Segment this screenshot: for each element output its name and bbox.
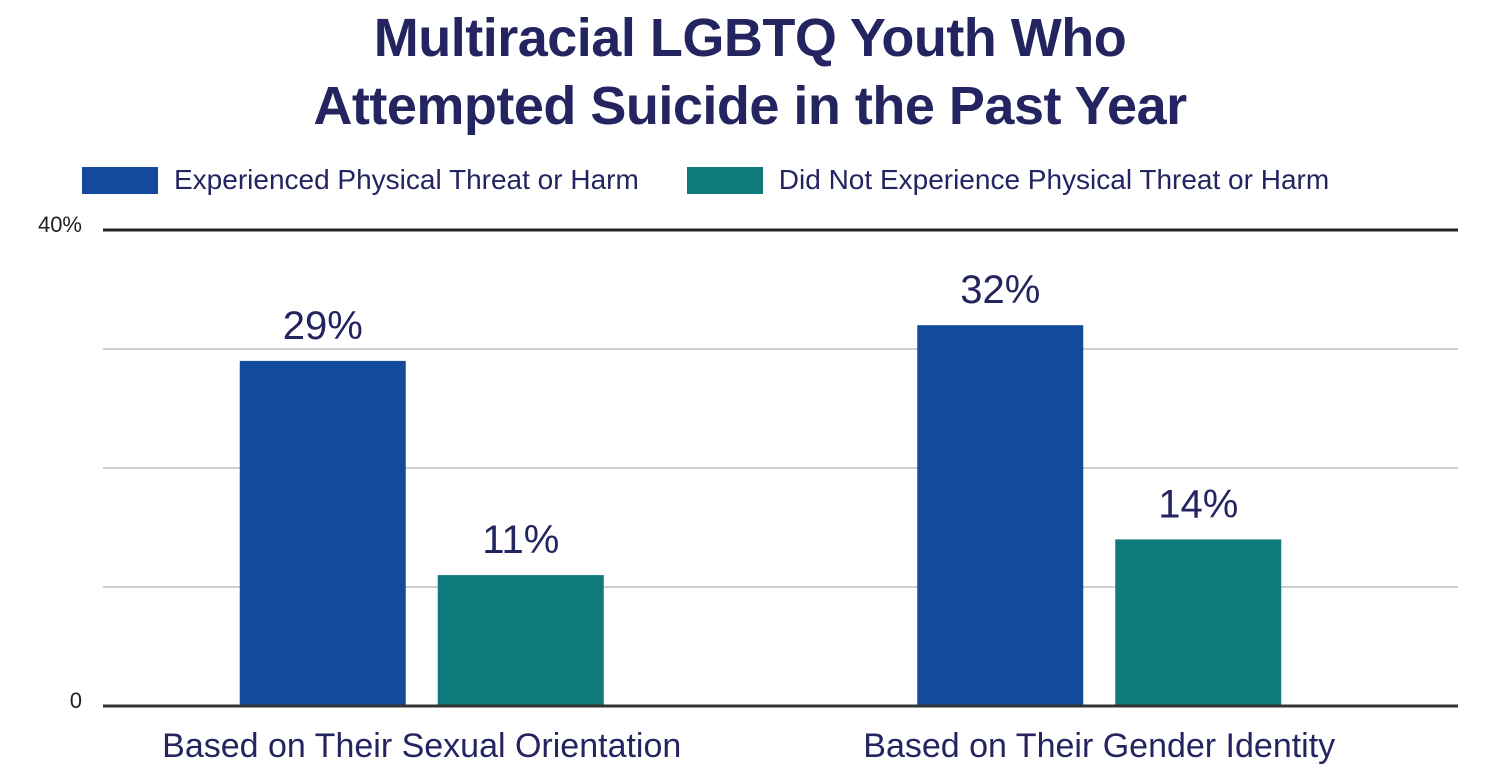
bar [1115,539,1282,706]
legend-item-not-experienced: Did Not Experience Physical Threat or Ha… [686,164,1330,196]
legend-label: Did Not Experience Physical Threat or Ha… [778,164,1330,195]
title-line-1: Multiracial LGBTQ Youth Who [373,8,1127,68]
y-tick-label: 0 [70,688,82,713]
legend-label: Experienced Physical Threat or Harm [174,164,639,195]
data-label: 32% [960,268,1040,312]
chart-title: Multiracial LGBTQ Youth Who Attempted Su… [0,4,1500,140]
data-label: 11% [482,518,559,562]
x-tick-label: Based on Their Sexual Orientation [162,727,681,765]
y-tick-label: 40% [38,212,82,237]
data-label: 29% [283,304,363,348]
legend-swatch-not-experienced [686,166,763,194]
x-tick-label: Based on Their Gender Identity [863,727,1335,765]
bar [437,575,604,706]
legend-swatch-experienced [82,166,158,194]
bar [917,325,1084,706]
legend-item-experienced: Experienced Physical Threat or Harm [82,164,639,196]
data-label: 14% [1158,482,1238,526]
bar [239,360,406,706]
title-line-2: Attempted Suicide in the Past Year [313,76,1187,136]
legend: Experienced Physical Threat or Harm Did … [82,164,1377,196]
